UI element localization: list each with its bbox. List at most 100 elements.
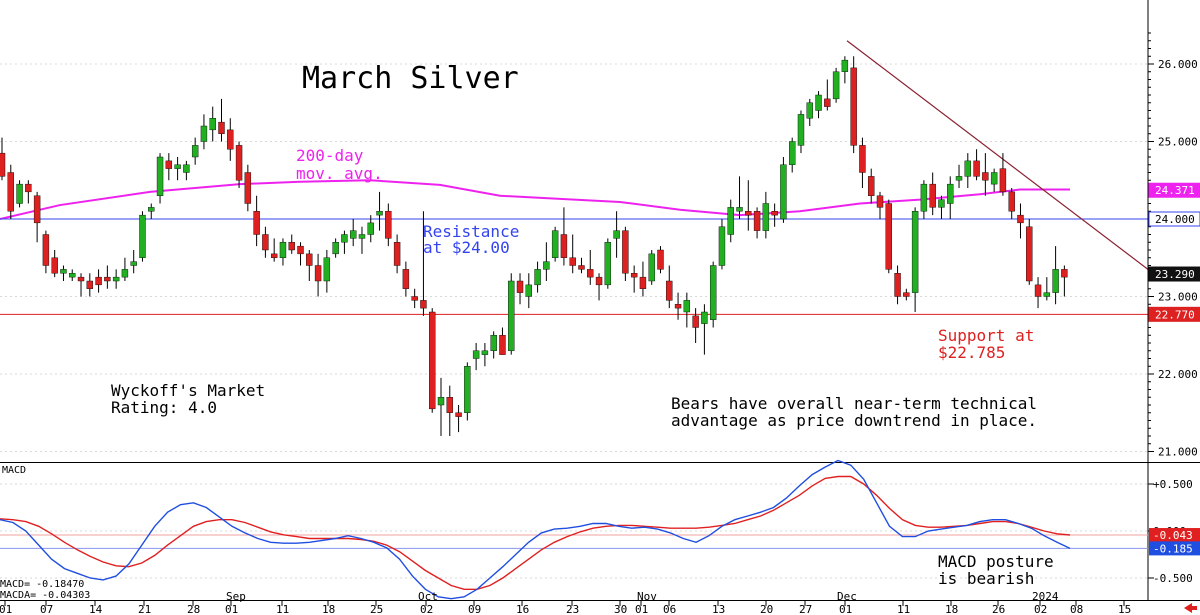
candle-body	[7, 172, 14, 212]
candle-body	[780, 164, 787, 220]
candle-body	[1008, 191, 1015, 212]
price-tag-last	[1148, 266, 1200, 282]
candle-body	[534, 269, 541, 286]
candle-body	[464, 366, 471, 413]
macd-tag-macd	[1149, 541, 1200, 556]
candle-body	[376, 211, 383, 216]
candle-body	[86, 280, 94, 289]
month-label: Oct	[418, 590, 438, 603]
macd-line	[0, 459, 1071, 600]
candle-body	[148, 207, 155, 212]
candle-body	[156, 156, 164, 196]
candle-body	[174, 164, 181, 169]
resistance-label-line1: Resistance	[423, 222, 519, 241]
candle-body	[323, 257, 331, 282]
candle-body	[1061, 269, 1068, 278]
date-tick-label: 01	[0, 603, 12, 615]
candle-body	[51, 257, 58, 274]
candle-body	[437, 397, 445, 406]
price-tick-label: 25.000	[1158, 136, 1198, 149]
candle-body	[955, 176, 963, 181]
candle-body	[753, 211, 761, 231]
candle-body	[516, 280, 524, 293]
date-tick-label: 08	[1070, 603, 1083, 615]
candle-body	[701, 311, 708, 324]
candle-body	[341, 234, 348, 243]
candle-body	[1034, 284, 1042, 297]
candle-body	[771, 211, 778, 216]
date-axis: 01 07 14 21 28 01 11 18 25 02 09 16 23 30 01 06 13 20 27 01…	[0, 590, 1131, 615]
price-tag-last-text: 23.290	[1155, 268, 1195, 281]
candle-body	[999, 168, 1007, 193]
macd-grid	[0, 483, 1148, 579]
candle-body	[683, 300, 691, 313]
support-label-line1: Support at	[938, 326, 1034, 345]
candle-body	[350, 230, 357, 239]
candle-body	[139, 214, 146, 258]
candle-body	[718, 226, 726, 266]
price-axis-bg	[1148, 0, 1200, 462]
candle-body	[911, 211, 919, 293]
date-tick-label: 11	[276, 603, 289, 615]
candle-body	[209, 118, 216, 131]
rating-line2: Rating: 4.0	[111, 398, 217, 417]
candle-body	[806, 102, 813, 119]
candle-body	[33, 195, 41, 224]
candle-body	[60, 269, 67, 274]
scroll-left-icon[interactable]	[1184, 603, 1192, 613]
candle-body	[982, 172, 989, 181]
candle-body	[657, 249, 664, 270]
candle-body	[639, 276, 647, 289]
candle-body	[709, 265, 717, 320]
month-label: Nov	[637, 590, 657, 603]
candle-body	[270, 253, 278, 258]
date-tick-label: 26	[992, 603, 1005, 615]
candlesticks	[0, 56, 1068, 436]
reference-lines	[0, 40, 1149, 315]
candle-body	[95, 276, 102, 286]
macd-tick-label: -0.500	[1153, 572, 1193, 585]
candle-body	[446, 397, 453, 413]
candle-body	[630, 273, 638, 278]
date-tick-label: 09	[468, 603, 481, 615]
candle-body	[859, 145, 866, 173]
price-tag-ma	[1148, 182, 1200, 198]
candle-body	[104, 276, 111, 282]
candle-body	[613, 230, 620, 239]
candle-body	[973, 160, 980, 177]
candle-body	[745, 211, 752, 216]
candle-body	[499, 335, 506, 355]
comment-line2: advantage as price downtrend in place.	[671, 411, 1037, 430]
candle-body	[551, 230, 559, 258]
candle-body	[200, 125, 208, 142]
candle-body	[543, 261, 550, 270]
candle-body	[77, 276, 85, 282]
candle-body	[876, 195, 884, 208]
date-tick-label: 18	[322, 603, 335, 615]
price-panel-bg	[0, 0, 1148, 462]
scroll-left-icon-tail[interactable]	[1191, 606, 1197, 610]
candle-body	[525, 284, 532, 297]
candle-body	[16, 183, 23, 204]
candle-body	[385, 211, 392, 239]
date-tick-label: 20	[760, 603, 773, 615]
candle-body	[595, 276, 603, 286]
candle-body	[42, 234, 50, 266]
macd-comment-line2: is bearish	[938, 569, 1034, 588]
macd-panel-title: MACD	[2, 465, 26, 476]
candle-body	[402, 269, 410, 289]
date-tick-label: 23	[566, 603, 579, 615]
candle-body	[868, 176, 875, 196]
candle-body	[674, 304, 682, 309]
ma-label-line1: 200-day	[296, 146, 364, 165]
candle-body	[569, 257, 576, 266]
candle-body	[604, 242, 612, 286]
candle-body	[314, 265, 322, 282]
date-tick-label: 21	[138, 603, 151, 615]
candle-body	[69, 273, 76, 278]
candle-body	[429, 311, 436, 410]
candle-body	[183, 164, 190, 173]
candle-body	[227, 129, 234, 150]
candle-body	[587, 269, 594, 278]
